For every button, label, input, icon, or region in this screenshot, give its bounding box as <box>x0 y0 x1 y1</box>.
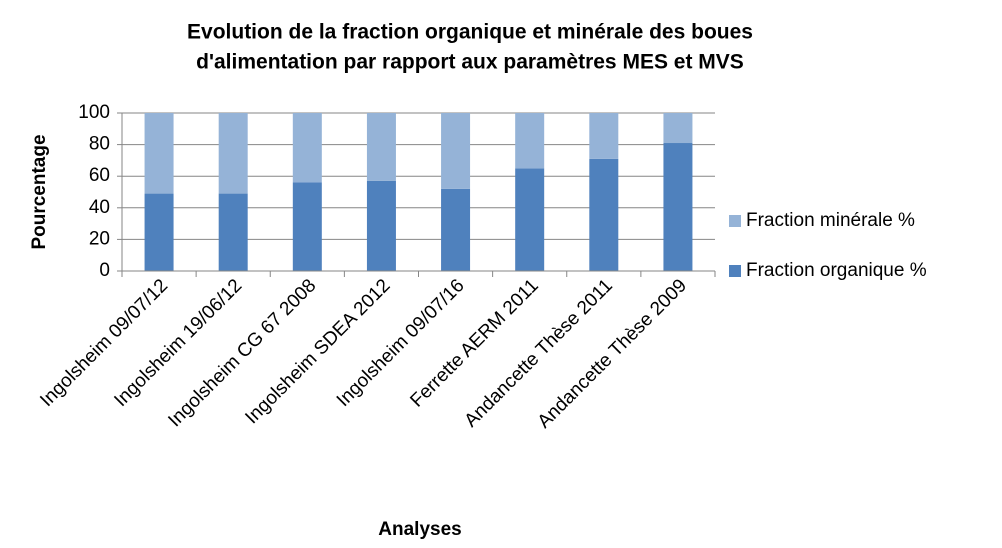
bar-segment <box>144 193 174 271</box>
x-tick-label: Andancette Thèse 2011 <box>461 275 617 431</box>
y-axis-title: Pourcentage <box>29 134 50 249</box>
bar-segment <box>515 113 545 169</box>
bar-segment <box>515 168 545 271</box>
chart-title: d'alimentation par rapport aux paramètre… <box>196 51 744 74</box>
y-tick-label: 80 <box>89 134 110 155</box>
bar-segment <box>366 180 396 271</box>
bar-segment <box>663 143 693 271</box>
bar-segment <box>589 158 619 271</box>
x-tick-label: Ingolsheim 19/06/12 <box>110 275 246 411</box>
y-tick-label: 0 <box>99 260 110 281</box>
bar-segment <box>366 113 396 181</box>
bar-segment <box>663 113 693 144</box>
x-tick-label: Ingolsheim 09/07/12 <box>36 275 172 411</box>
legend-swatch <box>729 265 741 277</box>
bar-segment <box>589 113 619 159</box>
x-axis-title: Analyses <box>378 519 461 540</box>
bar-segment <box>441 113 471 189</box>
x-tick-label: Ingolsheim 09/07/16 <box>333 275 469 411</box>
x-tick-label: Ingolsheim SDEA 2012 <box>241 275 394 428</box>
legend-swatch <box>729 215 741 227</box>
bar-segment <box>144 113 174 194</box>
y-tick-label: 60 <box>89 165 110 186</box>
y-tick-label: 20 <box>89 228 110 249</box>
legend-label: Fraction minérale % <box>746 210 915 231</box>
bar-segment <box>218 193 248 271</box>
legend-label: Fraction organique % <box>746 260 927 281</box>
x-tick-label: Ingolsheim CG 67 2008 <box>164 275 320 431</box>
bar-segment <box>292 182 322 271</box>
chart-title: Evolution de la fraction organique et mi… <box>187 21 753 44</box>
bar-segment <box>218 113 248 194</box>
x-tick-label: Andancette Thèse 2009 <box>534 275 691 432</box>
bar-segment <box>441 188 471 271</box>
x-tick-label: Ferrette AERM 2011 <box>406 275 542 411</box>
bar-segment <box>292 113 322 183</box>
y-tick-label: 40 <box>89 197 110 218</box>
y-tick-label: 100 <box>78 102 110 123</box>
